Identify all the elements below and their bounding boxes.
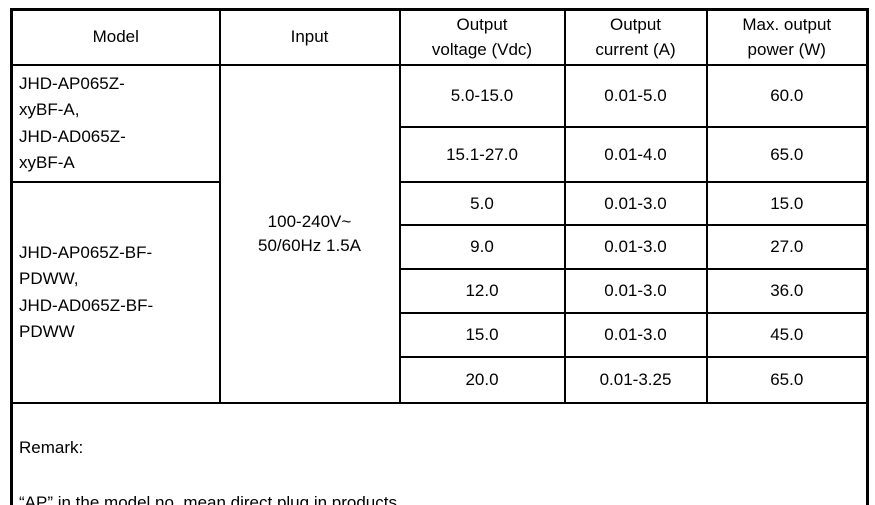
current-cell: 0.01-3.0 bbox=[563, 312, 708, 359]
power-cell: 45.0 bbox=[705, 312, 869, 359]
voltage-cell: 5.0 bbox=[398, 181, 566, 227]
header-model: Model bbox=[10, 8, 221, 67]
table-row: 20.0 0.01-3.25 65.0 bbox=[12, 356, 869, 405]
power-cell: 36.0 bbox=[705, 268, 869, 315]
input-cell: 100-240V~ 50/60Hz 1.5A bbox=[218, 64, 401, 405]
power-cell: 65.0 bbox=[705, 126, 869, 184]
table-row: 9.0 0.01-3.0 27.0 bbox=[12, 224, 869, 271]
power-spec-table: Model Input Output voltage (Vdc) Output … bbox=[10, 8, 869, 505]
voltage-cell: 20.0 bbox=[398, 356, 566, 405]
header-row: Model Input Output voltage (Vdc) Output … bbox=[10, 8, 869, 67]
remark-title: Remark: bbox=[19, 437, 84, 457]
current-cell: 0.01-5.0 bbox=[563, 64, 708, 129]
model-group-1-cell: JHD-AP065Z- xyBF-A, JHD-AD065Z- xyBF-A bbox=[10, 64, 221, 184]
header-input: Input bbox=[218, 8, 401, 67]
voltage-cell: 9.0 bbox=[398, 224, 566, 271]
voltage-cell: 5.0-15.0 bbox=[398, 64, 566, 129]
current-cell: 0.01-3.0 bbox=[563, 181, 708, 227]
table-row: JHD-AP065Z- xyBF-A, JHD-AD065Z- xyBF-A 1… bbox=[10, 64, 869, 405]
current-cell: 0.01-3.0 bbox=[563, 224, 708, 271]
model-group-2-cell: JHD-AP065Z-BF- PDWW, JHD-AD065Z-BF- PDWW bbox=[10, 181, 221, 405]
header-max-output-power: Max. output power (W) bbox=[705, 8, 869, 67]
power-cell: 60.0 bbox=[705, 64, 869, 129]
table-row: 15.0 0.01-3.0 45.0 bbox=[12, 312, 869, 359]
remark-row: Remark: “AP” in the model no. mean direc… bbox=[10, 402, 869, 505]
remark-cell: Remark: “AP” in the model no. mean direc… bbox=[10, 402, 869, 505]
current-cell: 0.01-3.0 bbox=[563, 268, 708, 315]
table-row: 12.0 0.01-3.0 36.0 bbox=[12, 268, 869, 315]
voltage-cell: 12.0 bbox=[398, 268, 566, 315]
voltage-cell: 15.1-27.0 bbox=[398, 126, 566, 184]
remark-line: “AP” in the model no. mean direct plug i… bbox=[19, 492, 402, 505]
table-row: 15.1-27.0 0.01-4.0 65.0 bbox=[12, 126, 869, 184]
table-row: JHD-AP065Z-BF- PDWW, JHD-AD065Z-BF- PDWW… bbox=[10, 181, 869, 405]
voltage-cell: 15.0 bbox=[398, 312, 566, 359]
current-cell: 0.01-3.25 bbox=[563, 356, 708, 405]
power-cell: 65.0 bbox=[705, 356, 869, 405]
header-output-current: Output current (A) bbox=[563, 8, 708, 67]
power-cell: 27.0 bbox=[705, 224, 869, 271]
current-cell: 0.01-4.0 bbox=[563, 126, 708, 184]
power-cell: 15.0 bbox=[705, 181, 869, 227]
header-output-voltage: Output voltage (Vdc) bbox=[398, 8, 566, 67]
